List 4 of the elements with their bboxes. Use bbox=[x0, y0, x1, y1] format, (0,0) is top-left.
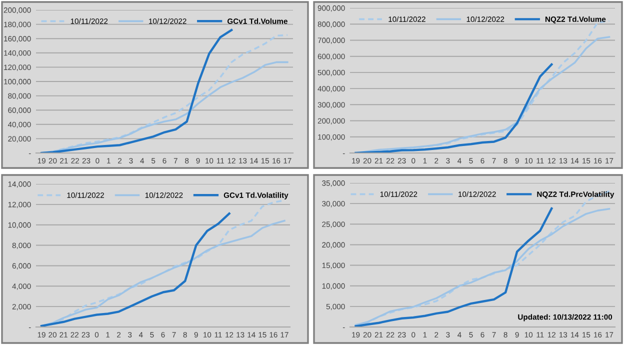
line-series bbox=[354, 207, 553, 327]
line-series bbox=[40, 212, 230, 327]
line-series bbox=[40, 28, 233, 153]
line-series bbox=[354, 63, 553, 153]
